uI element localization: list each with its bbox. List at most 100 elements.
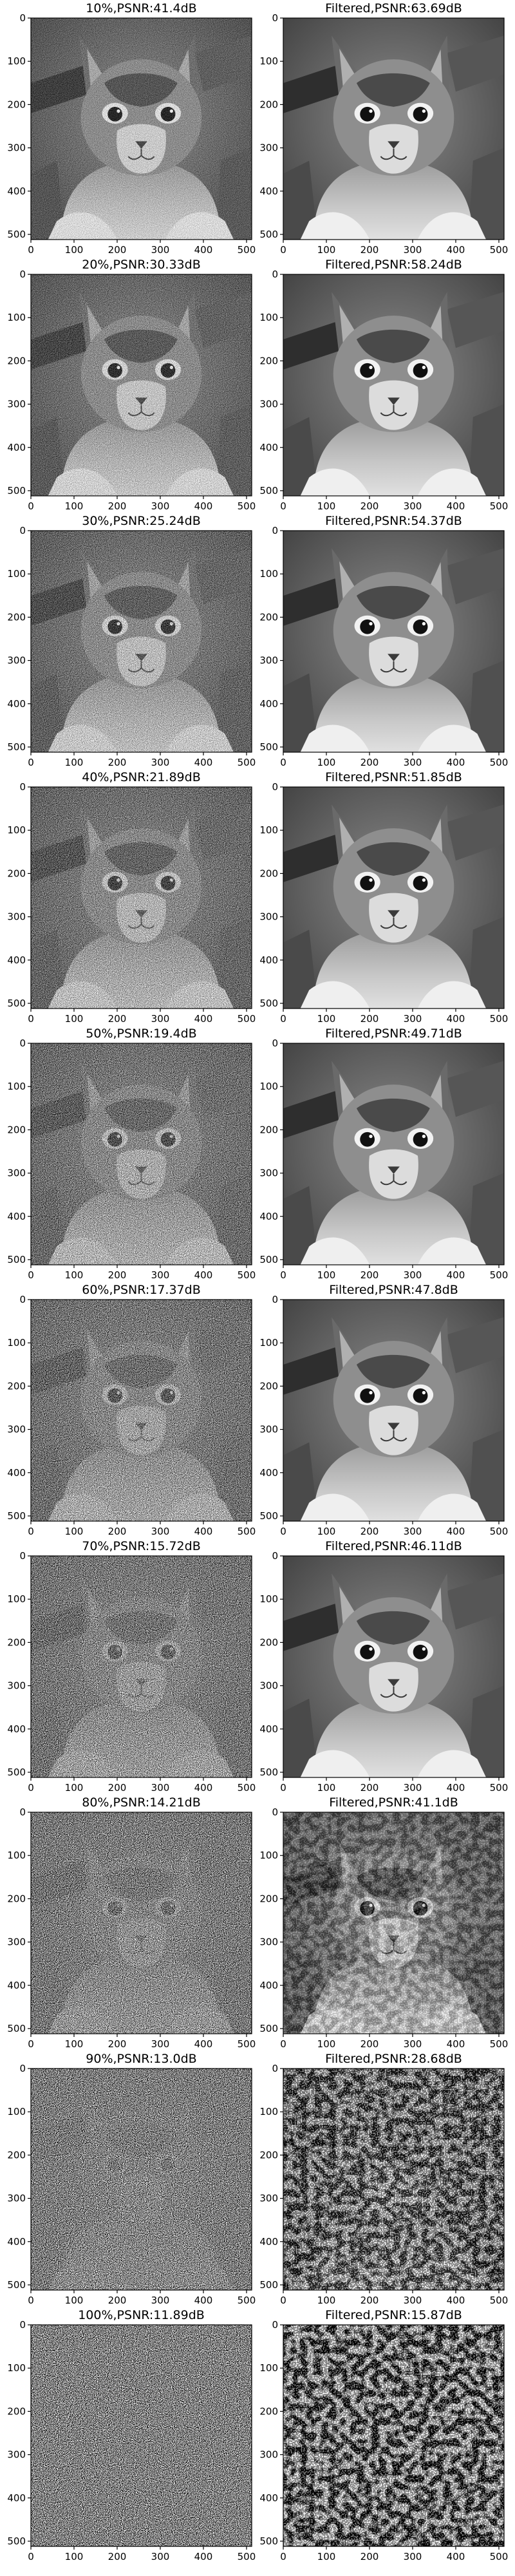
- y-tick-label: 100: [7, 568, 26, 580]
- x-tick-label: 200: [360, 1269, 379, 1281]
- panel-title: 40%,PSNR:21.89dB: [82, 770, 201, 784]
- x-tick-label: 0: [280, 2038, 286, 2050]
- x-tick-label: 0: [280, 2295, 286, 2306]
- x-tick-label: 100: [65, 1013, 84, 1025]
- y-tick-label: 400: [259, 442, 278, 453]
- x-tick-label: 100: [65, 500, 84, 512]
- x-tick-label: 500: [490, 1269, 509, 1281]
- panel-title: Filtered,PSNR:51.85dB: [325, 770, 462, 784]
- x-tick-label: 300: [151, 2038, 170, 2050]
- axes-frame: [30, 2068, 252, 2291]
- y-tick-label: 500: [7, 229, 26, 240]
- axes-frame: [283, 1299, 505, 1522]
- axes-frame: [283, 2324, 505, 2547]
- x-tick-label: 0: [28, 1526, 34, 1537]
- panel-title: 30%,PSNR:25.24dB: [82, 514, 201, 528]
- y-tick-label: 200: [259, 355, 278, 366]
- x-tick-label: 0: [280, 757, 286, 768]
- y-tick-label: 300: [7, 2193, 26, 2204]
- x-tick-label: 200: [360, 1782, 379, 1794]
- x-tick-label: 300: [404, 1013, 422, 1025]
- x-tick-label: 300: [151, 2295, 170, 2306]
- y-tick-label: 400: [259, 185, 278, 197]
- y-tick-label: 200: [7, 2405, 26, 2417]
- image: [283, 1556, 504, 1777]
- y-tick-label: 500: [7, 2023, 26, 2034]
- x-tick-label: 400: [447, 1526, 465, 1537]
- x-tick-label: 300: [404, 2295, 422, 2306]
- axes-frame: [30, 1299, 252, 1522]
- x-tick-label: 100: [317, 500, 336, 512]
- panel-title: Filtered,PSNR:49.71dB: [325, 1027, 462, 1041]
- x-tick-label: 400: [194, 1269, 213, 1281]
- x-tick-label: 200: [108, 1526, 127, 1537]
- y-tick-label: 0: [19, 1550, 26, 1562]
- panel-title: Filtered,PSNR:54.37dB: [325, 514, 462, 528]
- y-tick-label: 0: [272, 1550, 278, 1562]
- x-tick-label: 0: [28, 2038, 34, 2050]
- panel-title: 20%,PSNR:30.33dB: [82, 258, 201, 272]
- y-tick-label: 300: [7, 1168, 26, 1179]
- y-tick-label: 100: [7, 824, 26, 836]
- y-tick-label: 0: [272, 781, 278, 793]
- x-tick-label: 0: [28, 500, 34, 512]
- y-tick-label: 400: [7, 2236, 26, 2248]
- y-tick-label: 200: [259, 2405, 278, 2417]
- axes-frame: [30, 530, 252, 753]
- x-tick-label: 400: [194, 1782, 213, 1794]
- x-tick-label: 0: [280, 1782, 286, 1794]
- y-tick-label: 200: [259, 1380, 278, 1392]
- x-tick-label: 300: [151, 757, 170, 768]
- axes-frame: [283, 17, 505, 240]
- y-tick-label: 200: [259, 1636, 278, 1648]
- panel-title: Filtered,PSNR:63.69dB: [325, 1, 462, 15]
- y-tick-label: 400: [7, 185, 26, 197]
- x-tick-label: 100: [65, 2295, 84, 2306]
- image: [31, 1556, 252, 1777]
- y-tick-label: 100: [259, 2362, 278, 2374]
- x-tick-label: 0: [280, 244, 286, 256]
- x-tick-label: 0: [280, 500, 286, 512]
- y-tick-label: 300: [7, 655, 26, 667]
- image: [31, 1812, 252, 2034]
- panel-title: 80%,PSNR:14.21dB: [82, 1795, 201, 1810]
- x-tick-label: 0: [28, 244, 34, 256]
- x-tick-label: 0: [28, 757, 34, 768]
- image: [283, 1300, 504, 1521]
- x-tick-label: 500: [490, 2038, 509, 2050]
- x-tick-label: 0: [280, 1526, 286, 1537]
- y-tick-label: 300: [259, 911, 278, 923]
- y-tick-label: 0: [272, 2319, 278, 2331]
- x-tick-label: 200: [108, 757, 127, 768]
- x-tick-label: 400: [194, 2038, 213, 2050]
- x-tick-label: 100: [317, 2295, 336, 2306]
- y-tick-label: 200: [7, 1380, 26, 1392]
- panel-title: Filtered,PSNR:47.8dB: [329, 1283, 458, 1297]
- panel-title: 50%,PSNR:19.4dB: [86, 1027, 196, 1041]
- x-tick-label: 100: [317, 1013, 336, 1025]
- y-tick-label: 300: [259, 655, 278, 667]
- x-tick-label: 500: [490, 2295, 509, 2306]
- y-tick-label: 300: [7, 1424, 26, 1435]
- x-tick-label: 300: [404, 500, 422, 512]
- x-tick-label: 400: [447, 1782, 465, 1794]
- y-tick-label: 100: [7, 55, 26, 67]
- x-tick-label: 400: [194, 757, 213, 768]
- x-tick-label: 100: [65, 1269, 84, 1281]
- y-tick-label: 300: [7, 1937, 26, 1948]
- axes-frame: [283, 1555, 505, 1778]
- x-tick-label: 100: [65, 244, 84, 256]
- y-tick-label: 400: [7, 698, 26, 710]
- x-tick-label: 100: [317, 244, 336, 256]
- x-tick-label: 0: [280, 2551, 286, 2562]
- x-tick-label: 400: [447, 2551, 465, 2562]
- y-tick-label: 0: [19, 2319, 26, 2331]
- axes-frame: [30, 1812, 252, 2034]
- x-tick-label: 100: [65, 2551, 84, 2562]
- y-tick-label: 500: [7, 2279, 26, 2291]
